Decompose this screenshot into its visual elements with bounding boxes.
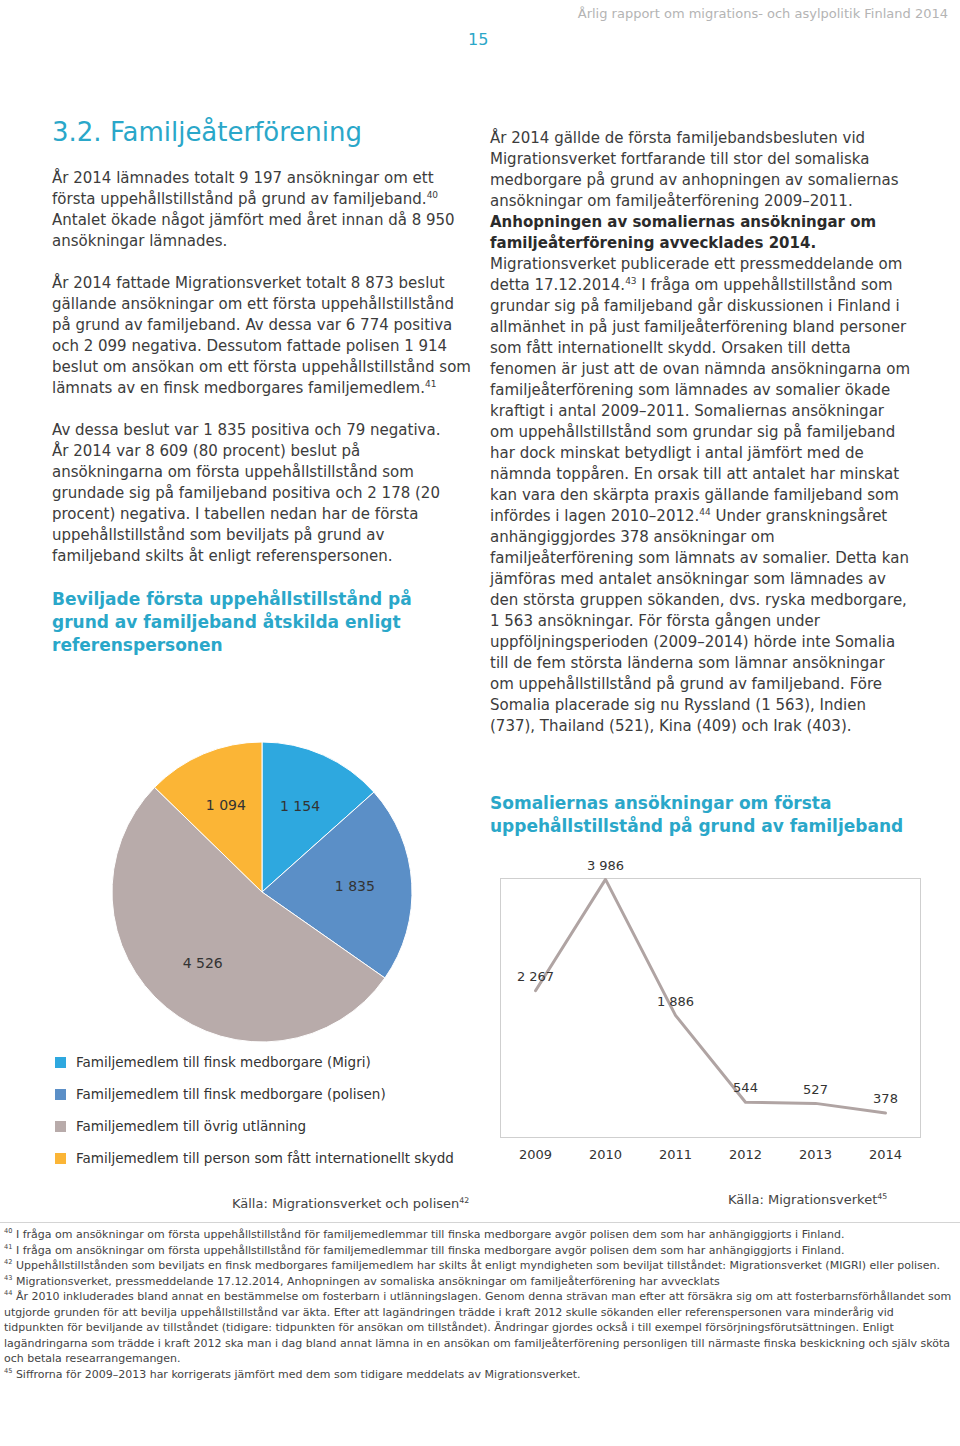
html-text:3.2. Familjeåterförening: 3.2. Familjeåterförening <box>52 117 362 147</box>
html-text:Migrationsverket publicerade e: Migrationsverket publicerade ett pressme… <box>490 255 911 735</box>
svg-text:378: 378 <box>873 1091 898 1106</box>
html-text:Av dessa beslut var 1 835 posi: Av dessa beslut var 1 835 positiva och 7… <box>52 421 441 439</box>
html-text:År 2014 fattade Migrationsverk: År 2014 fattade Migrationsverket totalt … <box>52 274 471 397</box>
html-text:45Siffrorna för 2009–2013 har: 45Siffrorna för 2009–2013 har korrigerat… <box>4 1366 581 1381</box>
html-text:År 2014 var 8 609 (80 procent): År 2014 var 8 609 (80 procent) beslut på… <box>52 442 440 565</box>
html-text:Beviljade första uppehållstill: Beviljade första uppehållstillstånd på g… <box>52 589 412 655</box>
html-text:Familjemedlem till person som: Familjemedlem till person som fått inter… <box>76 1150 454 1166</box>
html-text:41I fråga om ansökningar om fö: 41I fråga om ansökningar om första uppeh… <box>4 1242 845 1257</box>
svg-text:544: 544 <box>733 1080 758 1095</box>
html-text:Somaliernas ansökningar om för: Somaliernas ansökningar om första uppehå… <box>490 793 904 836</box>
svg-text:2011: 2011 <box>659 1147 692 1162</box>
svg-text:1 094: 1 094 <box>206 797 246 813</box>
svg-text:527: 527 <box>803 1082 828 1097</box>
html-text:Familjemedlem till finsk medbo: Familjemedlem till finsk medborgare (pol… <box>76 1086 386 1102</box>
html-text:Årlig rapport om migrations- o: Årlig rapport om migrations- och asylpol… <box>577 6 948 21</box>
html-text:Familjemedlem till finsk medbo: Familjemedlem till finsk medborgare (Mig… <box>76 1054 371 1070</box>
html-text:Källa: Migrationsverket45: Källa: Migrationsverket45 <box>728 1191 888 1207</box>
svg-text:2012: 2012 <box>729 1147 762 1162</box>
svg-text:2009: 2009 <box>519 1147 552 1162</box>
html-text:40I fråga om ansökningar om fö: 40I fråga om ansökningar om första uppeh… <box>4 1227 845 1241</box>
svg-text:2 267: 2 267 <box>517 969 554 984</box>
svg-text:2014: 2014 <box>869 1147 902 1162</box>
svg-text:1 835: 1 835 <box>335 878 375 894</box>
html-text:År 2014 lämnades totalt 9 197: År 2014 lämnades totalt 9 197 ansökninga… <box>52 169 439 208</box>
html-text:Antalet ökade något jämfört me: Antalet ökade något jämfört med året inn… <box>52 211 455 250</box>
html-text:År 2014 gällde de första famil: År 2014 gällde de första familjebandsbes… <box>490 129 899 210</box>
svg-text:3 986: 3 986 <box>587 858 624 873</box>
svg-text:1 154: 1 154 <box>280 798 320 814</box>
svg-text:4 526: 4 526 <box>183 955 223 971</box>
html-text:Familjemedlem till övrig utlän: Familjemedlem till övrig utlänning <box>76 1118 307 1134</box>
svg-text:2010: 2010 <box>589 1147 622 1162</box>
svg-text:1 886: 1 886 <box>657 994 694 1009</box>
svg-text:2013: 2013 <box>799 1147 832 1162</box>
html-text:Anhopningen av somaliernas ans: Anhopningen av somaliernas ansökningar o… <box>490 213 877 252</box>
html-text:42Uppehållstillstånden som bev: 42Uppehållstillstånden som beviljats en … <box>4 1258 940 1272</box>
html-text:43Migrationsverket, pressmedde: 43Migrationsverket, pressmeddelande 17.1… <box>4 1273 720 1288</box>
html-text:15: 15 <box>468 30 489 49</box>
html-text:44År 2010 inkluderades bland a: 44År 2010 inkluderades bland annat en be… <box>4 1289 952 1365</box>
html-text:Källa: Migrationsverket och po: Källa: Migrationsverket och polisen42 <box>232 1195 470 1211</box>
